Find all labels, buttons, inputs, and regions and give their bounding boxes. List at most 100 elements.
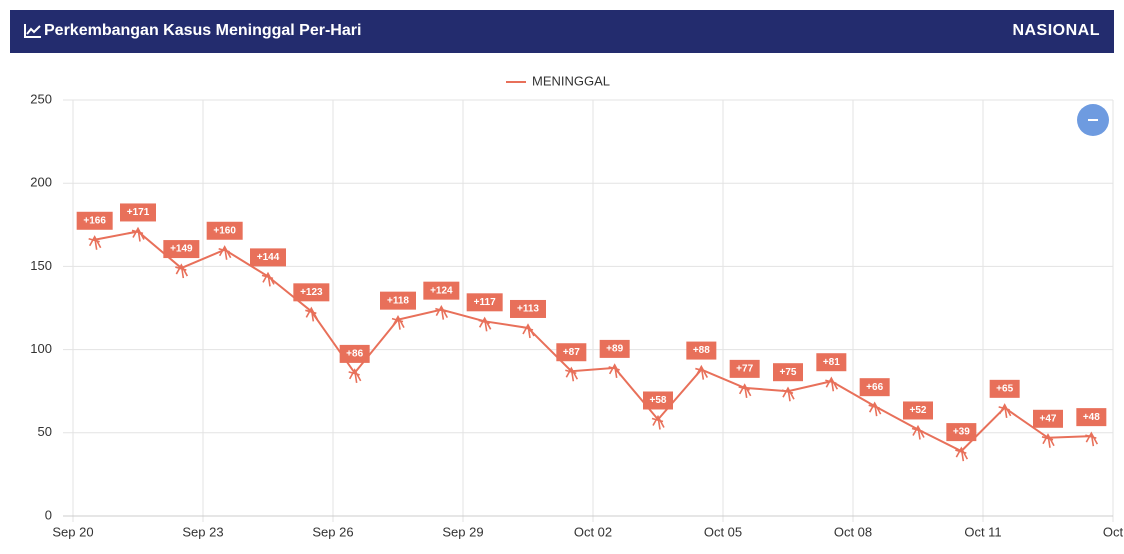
marker bbox=[608, 363, 622, 379]
marker-icon bbox=[955, 446, 969, 462]
data-label-box bbox=[1033, 409, 1063, 428]
data-label-box bbox=[250, 248, 286, 267]
chart-icon bbox=[24, 24, 41, 38]
marker-icon bbox=[565, 366, 579, 382]
marker-icon bbox=[825, 376, 839, 392]
x-tick-label: Oct 08 bbox=[834, 524, 872, 539]
marker-icon bbox=[651, 414, 665, 430]
marker-icon bbox=[88, 235, 102, 250]
marker bbox=[738, 383, 752, 398]
data-label: +113 bbox=[517, 304, 539, 315]
data-label: +88 bbox=[693, 345, 710, 356]
data-label-box bbox=[380, 291, 416, 310]
marker bbox=[478, 316, 492, 332]
data-label: +39 bbox=[953, 427, 970, 438]
data-label-box bbox=[510, 299, 546, 318]
marker bbox=[88, 235, 102, 250]
data-label-box bbox=[903, 401, 933, 420]
header-title: Perkembangan Kasus Meninggal Per-Hari bbox=[44, 22, 362, 39]
marker bbox=[911, 424, 925, 440]
data-label-box bbox=[599, 339, 630, 358]
data-label: +47 bbox=[1040, 413, 1057, 424]
data-label-box bbox=[466, 293, 503, 312]
data-label-box bbox=[686, 341, 717, 360]
data-label: +81 bbox=[823, 357, 840, 368]
marker bbox=[825, 376, 839, 392]
x-tick-label: Oct bbox=[1103, 524, 1124, 539]
y-tick-label: 150 bbox=[30, 258, 52, 273]
data-label-box bbox=[859, 378, 890, 397]
x-tick-label: Sep 29 bbox=[442, 524, 483, 539]
marker bbox=[218, 245, 232, 260]
data-label-box bbox=[556, 343, 587, 362]
marker-icon bbox=[261, 271, 275, 287]
x-tick-label: Oct 05 bbox=[704, 524, 742, 539]
data-label: +87 bbox=[563, 347, 580, 358]
zoom-button[interactable] bbox=[1077, 104, 1109, 136]
x-tick-label: Sep 20 bbox=[52, 524, 93, 539]
data-label: +117 bbox=[474, 297, 496, 308]
marker bbox=[1041, 433, 1055, 448]
marker bbox=[131, 226, 145, 242]
marker-icon bbox=[218, 245, 232, 260]
marker bbox=[521, 323, 535, 339]
marker-icon bbox=[868, 401, 882, 417]
marker bbox=[695, 364, 709, 380]
region-label: NASIONAL bbox=[1012, 22, 1100, 39]
data-label-box bbox=[76, 211, 113, 230]
data-label: +166 bbox=[83, 215, 106, 226]
marker bbox=[435, 305, 449, 320]
header: Perkembangan Kasus Meninggal Per-Hari NA… bbox=[10, 10, 1114, 53]
data-label-box bbox=[643, 391, 673, 410]
data-label: +48 bbox=[1083, 412, 1100, 423]
data-label-box bbox=[816, 353, 847, 372]
data-label: +149 bbox=[170, 244, 193, 255]
data-label: +144 bbox=[257, 252, 280, 263]
marker-icon bbox=[435, 305, 449, 320]
marker bbox=[348, 368, 362, 384]
data-label-box bbox=[339, 344, 370, 363]
marker bbox=[1085, 431, 1099, 447]
marker-icon bbox=[391, 314, 405, 330]
data-label-box bbox=[423, 281, 460, 300]
marker-icon bbox=[1085, 431, 1099, 447]
marker-icon bbox=[911, 424, 925, 440]
marker bbox=[565, 366, 579, 382]
marker-icon bbox=[478, 316, 492, 332]
marker bbox=[955, 446, 969, 462]
y-tick-label: 50 bbox=[38, 424, 52, 439]
data-label-box bbox=[989, 379, 1020, 398]
legend-label: MENINGGAL bbox=[532, 73, 610, 88]
data-label: +66 bbox=[866, 382, 883, 393]
data-label-box bbox=[1076, 408, 1107, 427]
data-label-box bbox=[206, 221, 243, 240]
data-label: +160 bbox=[213, 225, 236, 236]
data-label: +77 bbox=[736, 364, 753, 375]
y-tick-label: 250 bbox=[30, 91, 52, 106]
marker-icon bbox=[131, 226, 145, 242]
marker bbox=[261, 271, 275, 287]
marker-icon bbox=[781, 386, 795, 402]
data-label: +123 bbox=[300, 287, 323, 298]
marker bbox=[175, 263, 189, 279]
marker-icon bbox=[175, 263, 189, 279]
data-label-box bbox=[729, 359, 760, 378]
marker bbox=[651, 414, 665, 430]
marker-icon bbox=[998, 403, 1012, 418]
marker-icon bbox=[608, 363, 622, 379]
x-tick-label: Oct 02 bbox=[574, 524, 612, 539]
marker bbox=[781, 386, 795, 402]
data-label-box bbox=[163, 240, 200, 259]
marker-icon bbox=[738, 383, 752, 398]
marker-icon bbox=[521, 323, 535, 339]
x-tick-label: Sep 26 bbox=[312, 524, 353, 539]
y-tick-label: 200 bbox=[30, 175, 52, 190]
marker-icon bbox=[1041, 433, 1055, 448]
x-tick-label: Oct 11 bbox=[964, 524, 1001, 539]
marker bbox=[305, 306, 319, 322]
data-label: +118 bbox=[387, 295, 409, 306]
data-label: +124 bbox=[430, 285, 453, 296]
data-label-box bbox=[293, 283, 330, 302]
data-label-box bbox=[946, 423, 977, 442]
